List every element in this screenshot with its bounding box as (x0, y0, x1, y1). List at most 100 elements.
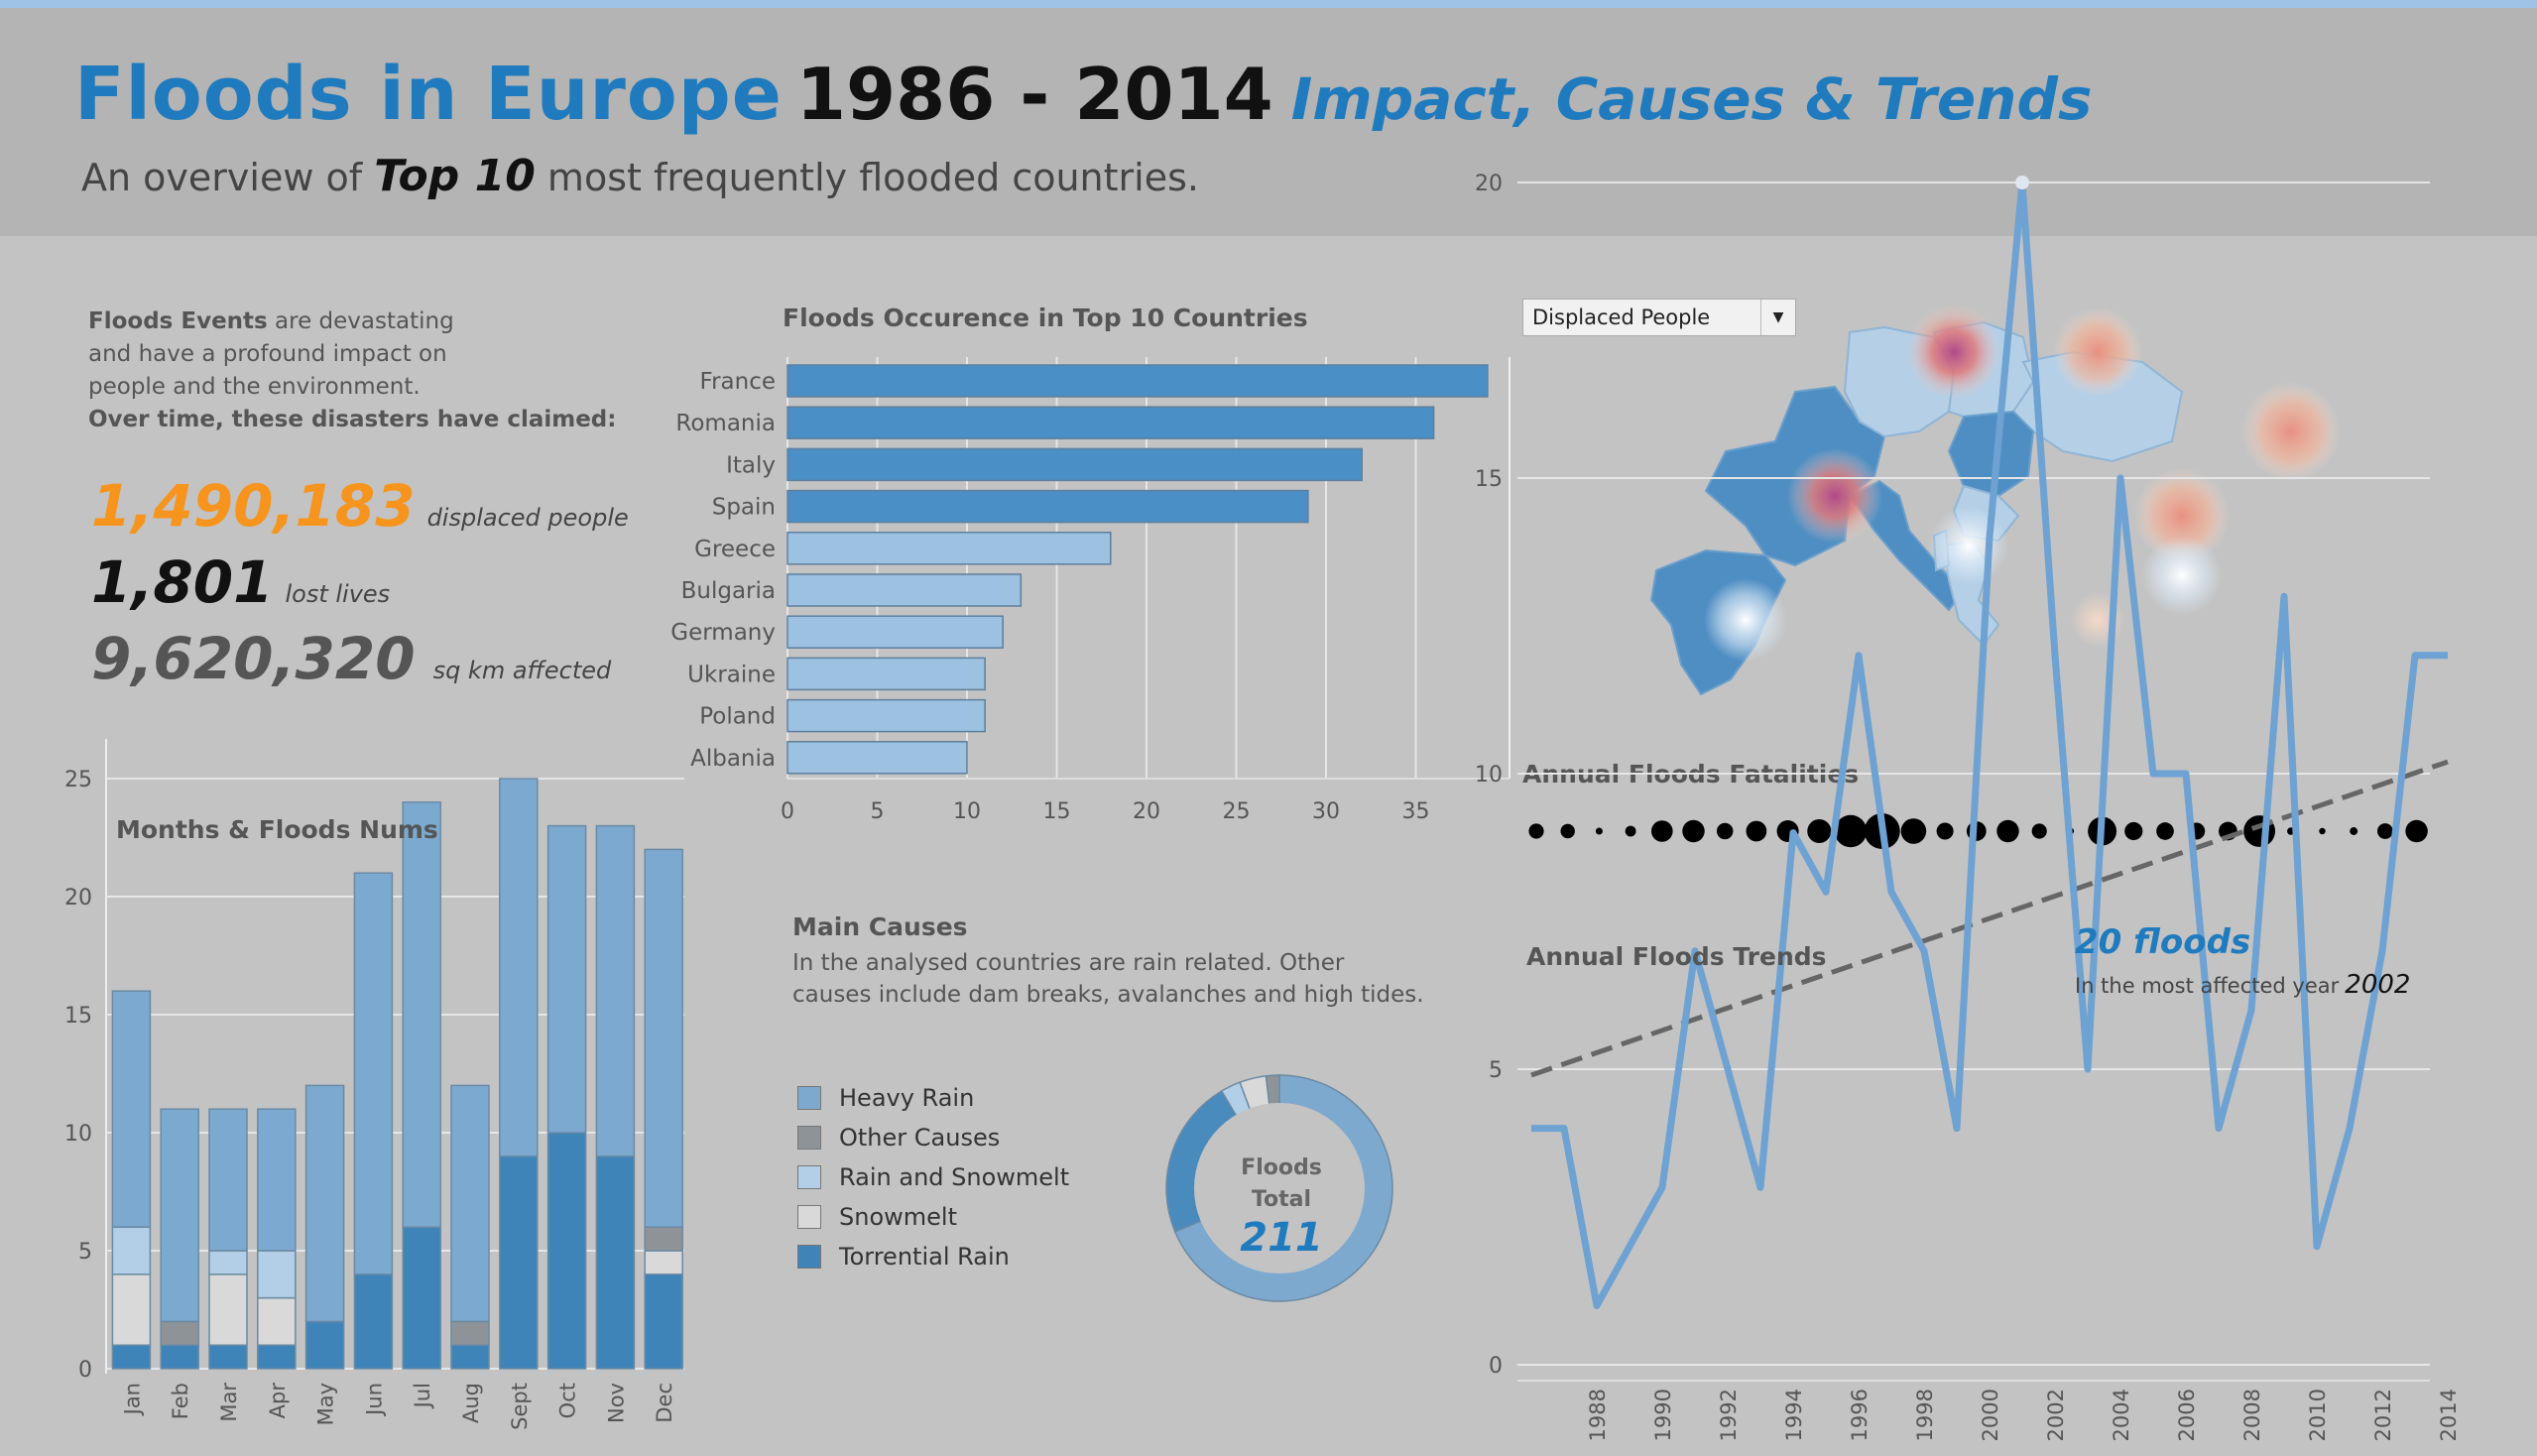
stack-segment (257, 1344, 297, 1370)
stack-segment (111, 990, 152, 1228)
stack-segment (208, 1250, 248, 1275)
stack-segment (257, 1108, 297, 1252)
map-bubble-spain (1704, 578, 1787, 662)
legend-heavy-rain: Heavy Rain (797, 1084, 974, 1114)
y-tick-label: Germany (670, 620, 776, 646)
intro-text: Floods Events are devastating and have a… (88, 305, 616, 436)
title-subtitle: Impact, Causes & Trends (1290, 65, 2093, 133)
fatality-dot-2002 (2031, 823, 2047, 839)
causes-text: In the analysed countries are rain relat… (792, 947, 1424, 1011)
causes-text-line1: In the analysed countries are rain relat… (792, 950, 1345, 976)
bar-italy (786, 447, 1363, 482)
x-tick-label: Nov (604, 1383, 628, 1423)
intro-bold: Floods Events (88, 308, 268, 334)
x-tick-label: Feb (169, 1383, 192, 1419)
map-bubble-germany (1906, 304, 2001, 400)
y-tick-label: 15 (64, 1004, 92, 1029)
stack-segment (450, 1320, 490, 1346)
stack-segment (304, 1084, 345, 1323)
bar-spain (786, 489, 1309, 524)
x-tick-label: May (314, 1383, 338, 1425)
legend-swatch (797, 1086, 821, 1110)
causes-title: Main Causes (792, 912, 968, 941)
fatality-dot-1995 (1807, 818, 1832, 844)
stack-segment (644, 1250, 683, 1275)
bar-france (786, 364, 1489, 398)
x-tick-label: 30 (1312, 799, 1340, 824)
fatality-dot-1996 (1834, 814, 1868, 848)
x-tick-label: 2012 (2371, 1389, 2395, 1441)
legend-swatch (797, 1205, 821, 1229)
x-tick-label: 1988 (1586, 1389, 1610, 1441)
y-tick-label: Poland (699, 704, 776, 730)
fatality-dot-1991 (1682, 819, 1705, 843)
y-tick-label: 5 (1489, 1058, 1503, 1083)
x-tick-label: Aug (459, 1383, 483, 1423)
country-chart-title: Floods Occurence in Top 10 Countries (783, 303, 1308, 332)
y-tick-label: Ukraine (687, 662, 776, 687)
map-romania (1947, 410, 2035, 498)
y-tick-label: Albania (690, 746, 776, 772)
y-tick-label: Spain (712, 495, 776, 521)
legend-rain-snowmelt: Rain and Snowmelt (797, 1163, 1069, 1193)
x-tick-label: 15 (1043, 799, 1071, 824)
stack-segment (160, 1108, 199, 1323)
subtitle-post: most frequently flooded countries. (546, 156, 1199, 199)
x-tick-label: Jun (362, 1383, 386, 1417)
title-years: 1986 - 2014 (795, 53, 1273, 136)
y-tick-label: Bulgaria (681, 578, 776, 604)
fatality-dot-1990 (1650, 820, 1673, 842)
legend-swatch (797, 1165, 821, 1189)
donut-label-total: Total (1252, 1187, 1311, 1212)
y-tick-label: Romania (675, 411, 776, 436)
stack-segment (450, 1344, 490, 1370)
bar-romania (786, 406, 1435, 439)
x-tick-label: 20 (1133, 799, 1160, 824)
x-tick-label: Mar (217, 1383, 241, 1422)
fatality-dot-2012 (2350, 827, 2358, 835)
x-tick-label: Oct (556, 1383, 580, 1418)
bar-bulgaria (786, 573, 1023, 607)
peak-annotation-year: 2002 (2345, 970, 2411, 1000)
europe-map (1649, 304, 2341, 696)
legend-swatch (797, 1126, 821, 1150)
x-tick-label: 1990 (1651, 1389, 1675, 1441)
stack-segment (208, 1344, 248, 1370)
fatality-dot-2010 (2287, 827, 2295, 835)
fatality-dot-1998 (1900, 818, 1927, 844)
fatality-dot-1997 (1864, 813, 1900, 849)
trend-line (1530, 759, 2449, 1078)
page-title: Floods in Europe 1986 - 2014 Impact, Cause… (74, 52, 2093, 137)
stat-area: 9,620,320 sq km affected (91, 625, 611, 692)
map-bubble-france (1787, 448, 1882, 544)
y-tick-label: 10 (1475, 763, 1503, 788)
top-accent-line (0, 0, 2537, 8)
fatality-dot-2005 (2124, 821, 2143, 841)
legend-label: Snowmelt (839, 1203, 957, 1231)
y-tick-label: 20 (64, 886, 92, 910)
legend-snowmelt: Snowmelt (797, 1203, 957, 1233)
x-tick-label: Apr (266, 1383, 290, 1419)
fatality-dot-1999 (1936, 822, 1954, 840)
y-tick-label: Italy (726, 452, 776, 478)
x-tick-label: Jan (120, 1383, 144, 1416)
fatality-dot-2006 (2156, 822, 2174, 840)
legend-label: Rain and Snowmelt (839, 1163, 1070, 1191)
intro-line3: people and the environment. (88, 374, 421, 400)
y-tick-label: 15 (1475, 467, 1503, 492)
stack-segment (353, 872, 394, 1275)
fatality-dot-1994 (1776, 819, 1799, 843)
x-tick-label: 25 (1223, 799, 1251, 824)
stack-segment (595, 1155, 636, 1370)
intro-line4: Over time, these disasters have claimed: (88, 407, 617, 432)
page-subtitle: An overview of Top 10 most frequently fl… (81, 151, 1199, 201)
fatality-dot-1988 (1595, 827, 1603, 835)
stat-displaced-label: displaced people (426, 504, 629, 532)
stack-segment (499, 1155, 539, 1370)
causes-donut-chart: Floods Total 211 (1165, 1074, 1393, 1302)
stack-segment (160, 1320, 199, 1346)
legend-other-causes: Other Causes (797, 1124, 1000, 1153)
x-tick-label: 35 (1402, 799, 1430, 824)
fatality-dot-2014 (2405, 819, 2428, 843)
bar-germany (786, 615, 1004, 649)
